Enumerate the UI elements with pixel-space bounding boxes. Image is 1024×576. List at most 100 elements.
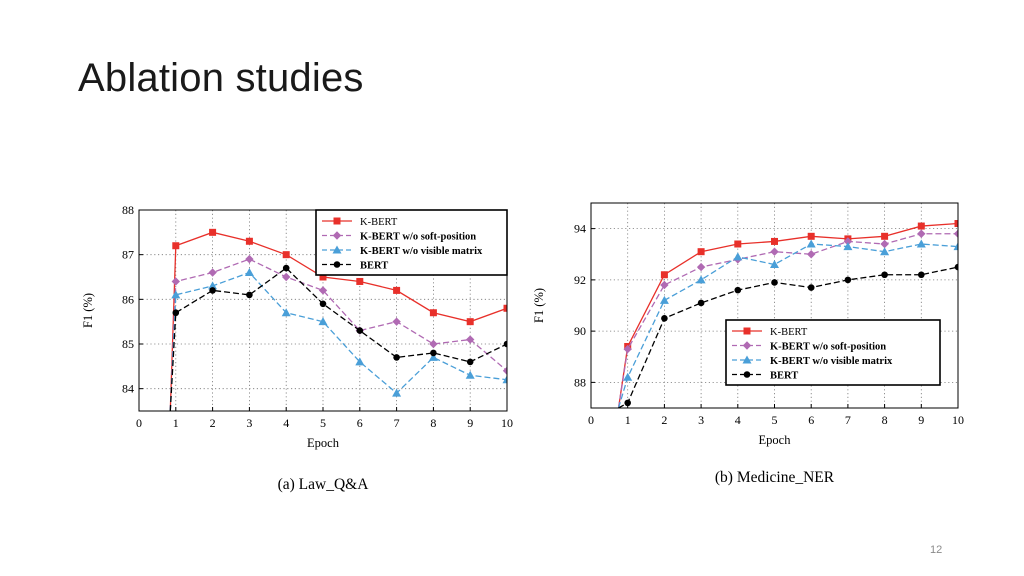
data-point [282,264,290,272]
y-tick-label: 90 [574,324,586,338]
x-tick-label: 5 [772,413,778,427]
data-point [916,239,926,248]
data-point [429,309,437,317]
x-tick-label: 8 [430,416,436,430]
x-tick-label: 2 [661,413,667,427]
legend-marker [742,355,752,364]
data-point [807,250,816,259]
data-point [696,275,706,284]
data-point [502,375,507,384]
slide-title: Ablation studies [78,56,364,100]
x-axis-label: Epoch [307,436,340,450]
data-point [806,239,816,248]
medicine-ner-chart: 0 1 2 3 4 5 6 7 8 9 10 88 90 92 94 Epoch F1 (%) (b) Medic… [532,202,964,486]
data-point [771,237,778,245]
data-point [503,340,507,348]
y-tick-label: 94 [574,222,586,236]
data-point [881,271,888,279]
legend-label: K-BERT w/o visible matrix [360,246,483,257]
x-tick-label: 4 [283,416,289,430]
y-tick-label: 84 [122,382,134,396]
data-point [245,254,254,264]
data-point [881,232,889,240]
data-point [172,242,180,250]
data-point [918,271,925,279]
legend-label: K-BERT [770,327,808,338]
x-tick-label: 1 [625,413,631,427]
data-point [318,286,328,295]
data-point [356,327,364,334]
data-point [466,335,475,344]
y-tick-label: 85 [122,337,134,351]
data-point [171,277,180,286]
data-point [282,251,290,259]
data-point [246,291,253,299]
y-tick-label: 92 [574,273,586,287]
data-point [770,260,779,268]
data-point [880,247,890,256]
x-tick-label: 0 [588,413,594,427]
y-tick-label: 88 [574,375,586,389]
data-point [356,277,364,285]
data-point [393,286,401,294]
legend-label: K-BERT [360,217,398,228]
legend-label: K-BERT w/o visible matrix [770,356,893,367]
x-tick-label: 6 [357,416,363,430]
legend-marker [333,261,341,268]
data-point [917,229,926,238]
x-tick-label: 9 [918,413,924,427]
data-point [171,290,181,299]
data-point [392,388,402,397]
x-axis-label: Epoch [759,433,792,447]
data-point [624,399,631,407]
series-line-2 [617,233,958,408]
data-point [807,232,815,240]
x-tick-label: 5 [320,416,326,430]
data-point [807,284,815,291]
data-point [880,239,889,249]
legend: K-BERT K-BERT w/o soft-position K-BERT w/o… [725,319,941,386]
data-point [502,366,507,375]
data-point [245,237,253,245]
data-point [392,317,401,326]
data-point [466,318,474,326]
data-point [734,286,742,294]
data-point [771,279,778,286]
data-point [503,304,507,312]
data-point [697,299,705,307]
x-tick-label: 1 [173,416,179,430]
data-point [281,308,291,317]
data-point [318,317,328,326]
data-point [954,263,958,271]
data-point [917,222,925,230]
data-point [623,372,633,381]
legend: K-BERT K-BERT w/o soft-position K-BERT w/o… [315,209,508,276]
data-point [770,247,779,256]
data-point [465,370,475,379]
data-point [172,309,180,317]
chart-caption: (a) Law_Q&A [278,476,370,493]
y-tick-label: 88 [122,203,134,217]
data-point [355,357,365,366]
data-point [843,242,853,251]
series-group [169,228,507,411]
x-tick-label: 10 [501,416,513,430]
x-tick-label: 7 [394,416,400,430]
data-point [953,242,958,251]
x-tick-label: 4 [735,413,741,427]
legend-marker [743,327,751,335]
data-point [954,220,958,227]
data-point [319,273,327,281]
data-point [430,349,437,357]
legend-marker [333,217,341,225]
legend-label: BERT [360,261,388,272]
x-tick-label: 10 [952,413,964,427]
legend-box [315,209,508,276]
x-tick-label: 8 [882,413,888,427]
x-tick-label: 6 [808,413,814,427]
data-point [209,287,216,294]
data-point [844,276,852,284]
data-point [209,228,217,236]
x-tick-label: 7 [845,413,851,427]
data-point [466,358,474,366]
